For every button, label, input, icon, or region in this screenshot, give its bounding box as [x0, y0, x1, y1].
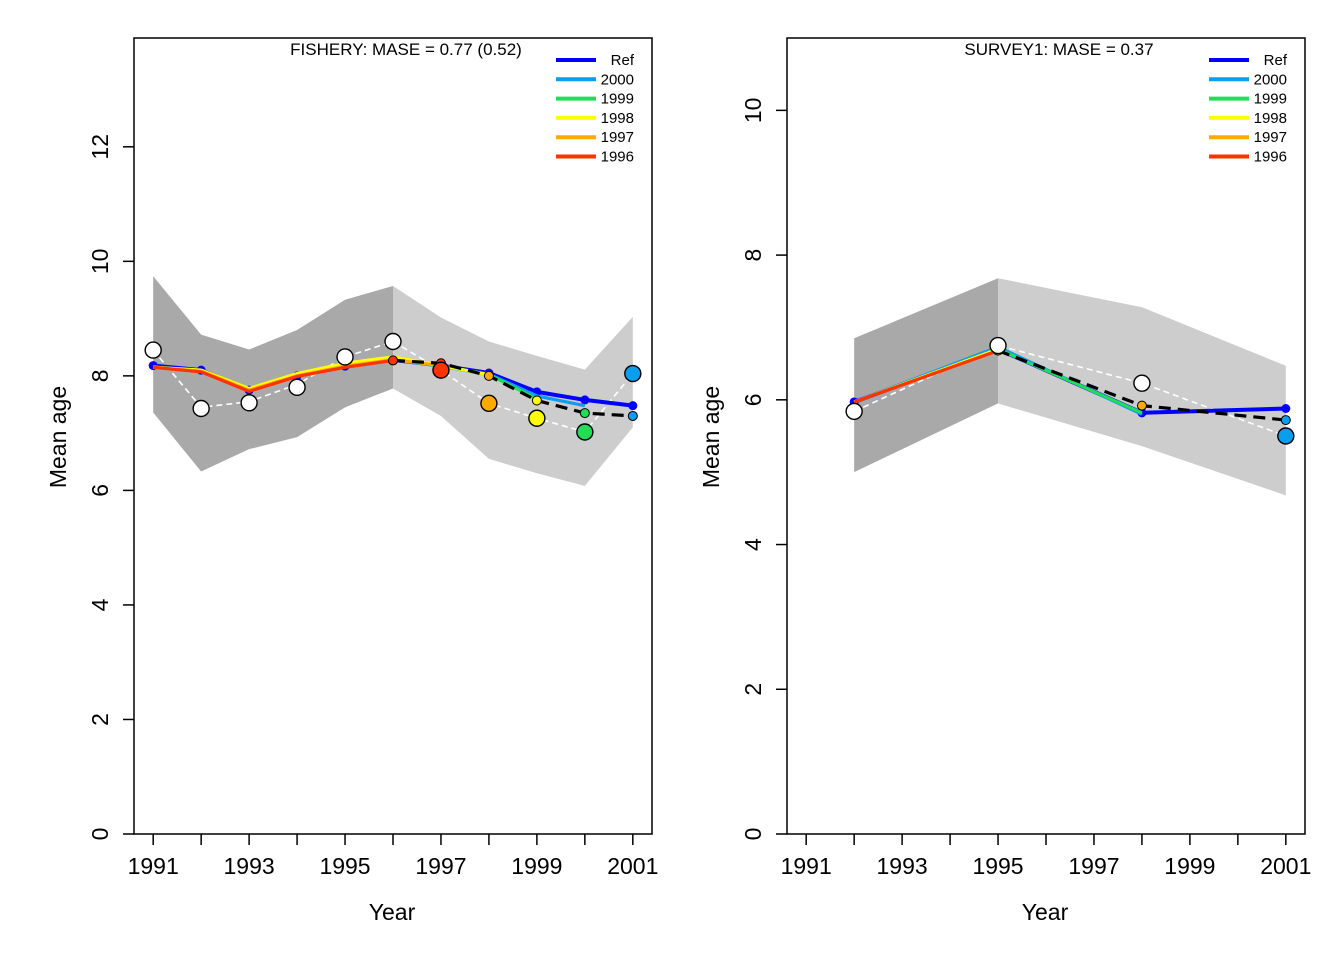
fishery-legend-label-1997: 1997 — [601, 129, 634, 146]
survey1-y-axis-title: Mean age — [698, 386, 724, 488]
fishery-legend-label-1996: 1996 — [601, 149, 634, 166]
fishery-observed-point — [528, 409, 546, 427]
fishery-observed-point — [144, 341, 162, 359]
fishery-observed-point — [576, 423, 594, 441]
fishery-y-tick-label: 2 — [87, 713, 113, 726]
survey1-x-tick-label: 1995 — [972, 853, 1023, 879]
survey1-x-tick-label: 1997 — [1068, 853, 1119, 879]
fishery-panel: FISHERY: MASE = 0.77 (0.52) Year Mean ag… — [45, 37, 658, 925]
fishery-legend-label-Ref: Ref — [611, 52, 635, 69]
fishery-forecast-point — [579, 408, 590, 419]
fishery-forecast-point — [627, 410, 638, 421]
survey1-forecast-point — [1280, 415, 1291, 426]
fishery-observed-point — [240, 394, 258, 412]
fishery-observed-point — [384, 332, 402, 351]
fishery-observed-point — [480, 394, 498, 413]
fishery-y-tick-label: 12 — [87, 134, 113, 160]
fishery-y-tick-label: 4 — [87, 598, 113, 611]
fishery-forecast-line — [392, 358, 633, 418]
fishery-uncertainty-band-0 — [153, 276, 393, 472]
fishery-x-tick-label: 1993 — [224, 853, 275, 879]
fishery-y-axis-title: Mean age — [45, 386, 71, 488]
survey1-legend-label-Ref: Ref — [1264, 52, 1288, 69]
fishery-legend-label-2000: 2000 — [601, 71, 634, 88]
fishery-ref-point — [580, 395, 590, 405]
survey1-panel-title: SURVEY1: MASE = 0.37 — [964, 40, 1153, 59]
fishery-observed-point — [624, 364, 642, 383]
fishery-forecast-point — [388, 355, 398, 366]
survey1-ref-point — [1281, 404, 1291, 414]
fishery-x-axis-title: Year — [369, 899, 416, 925]
survey1-observed-point — [1277, 427, 1295, 445]
survey1-observed-point — [845, 402, 863, 421]
fishery-observed-point — [192, 399, 210, 418]
survey1-observed-point — [1133, 374, 1151, 392]
fishery-y-tick-label: 8 — [87, 369, 113, 382]
survey1-y-tick-label: 8 — [740, 249, 766, 262]
fishery-x-tick-label: 1995 — [319, 853, 370, 879]
fishery-forecast-point — [531, 395, 542, 406]
survey1-y-tick-label: 2 — [740, 683, 766, 696]
survey1-legend-label-1996: 1996 — [1254, 149, 1287, 166]
fishery-legend-label-1998: 1998 — [601, 110, 634, 127]
fishery-observed-point — [432, 361, 450, 379]
fishery-x-tick-label: 1991 — [128, 853, 179, 879]
survey1-y-tick-label: 0 — [740, 828, 766, 841]
fishery-observed-trend-line — [152, 340, 634, 433]
fishery-panel-title: FISHERY: MASE = 0.77 (0.52) — [290, 40, 522, 59]
survey1-observed-point — [989, 336, 1007, 355]
fishery-series-line-1996 — [153, 358, 394, 393]
survey1-y-tick-label: 10 — [740, 98, 766, 124]
survey1-x-tick-label: 1999 — [1164, 853, 1215, 879]
survey1-y-tick-label: 4 — [740, 538, 766, 551]
survey1-legend-label-1998: 1998 — [1254, 110, 1287, 127]
fishery-x-tick-label: 1997 — [415, 853, 466, 879]
fishery-observed-point — [336, 348, 354, 366]
fishery-x-tick-label: 1999 — [511, 853, 562, 879]
survey1-x-tick-label: 1993 — [877, 853, 928, 879]
fishery-x-tick-label: 2001 — [607, 853, 658, 879]
fishery-y-tick-label: 0 — [87, 828, 113, 841]
fishery-forecast-point — [483, 370, 494, 381]
survey1-x-axis-title: Year — [1022, 899, 1069, 925]
fishery-legend-label-1999: 1999 — [601, 91, 634, 108]
survey1-legend-label-1997: 1997 — [1254, 129, 1287, 146]
survey1-panel: SURVEY1: MASE = 0.37 Year Mean age 1991 1… — [698, 37, 1311, 925]
survey1-x-tick-label: 2001 — [1260, 853, 1311, 879]
survey1-x-tick-label: 1991 — [781, 853, 832, 879]
survey1-legend-label-2000: 2000 — [1254, 71, 1287, 88]
survey1-legend-label-1999: 1999 — [1254, 91, 1287, 108]
survey1-series-line-1996 — [853, 349, 999, 404]
fishery-y-tick-label: 6 — [87, 484, 113, 497]
fishery-observed-point — [288, 378, 306, 397]
fishery-y-tick-label: 10 — [87, 249, 113, 275]
survey1-forecast-point — [1136, 400, 1147, 411]
survey1-y-tick-label: 6 — [740, 393, 766, 406]
fishery-ref-point — [628, 401, 638, 411]
